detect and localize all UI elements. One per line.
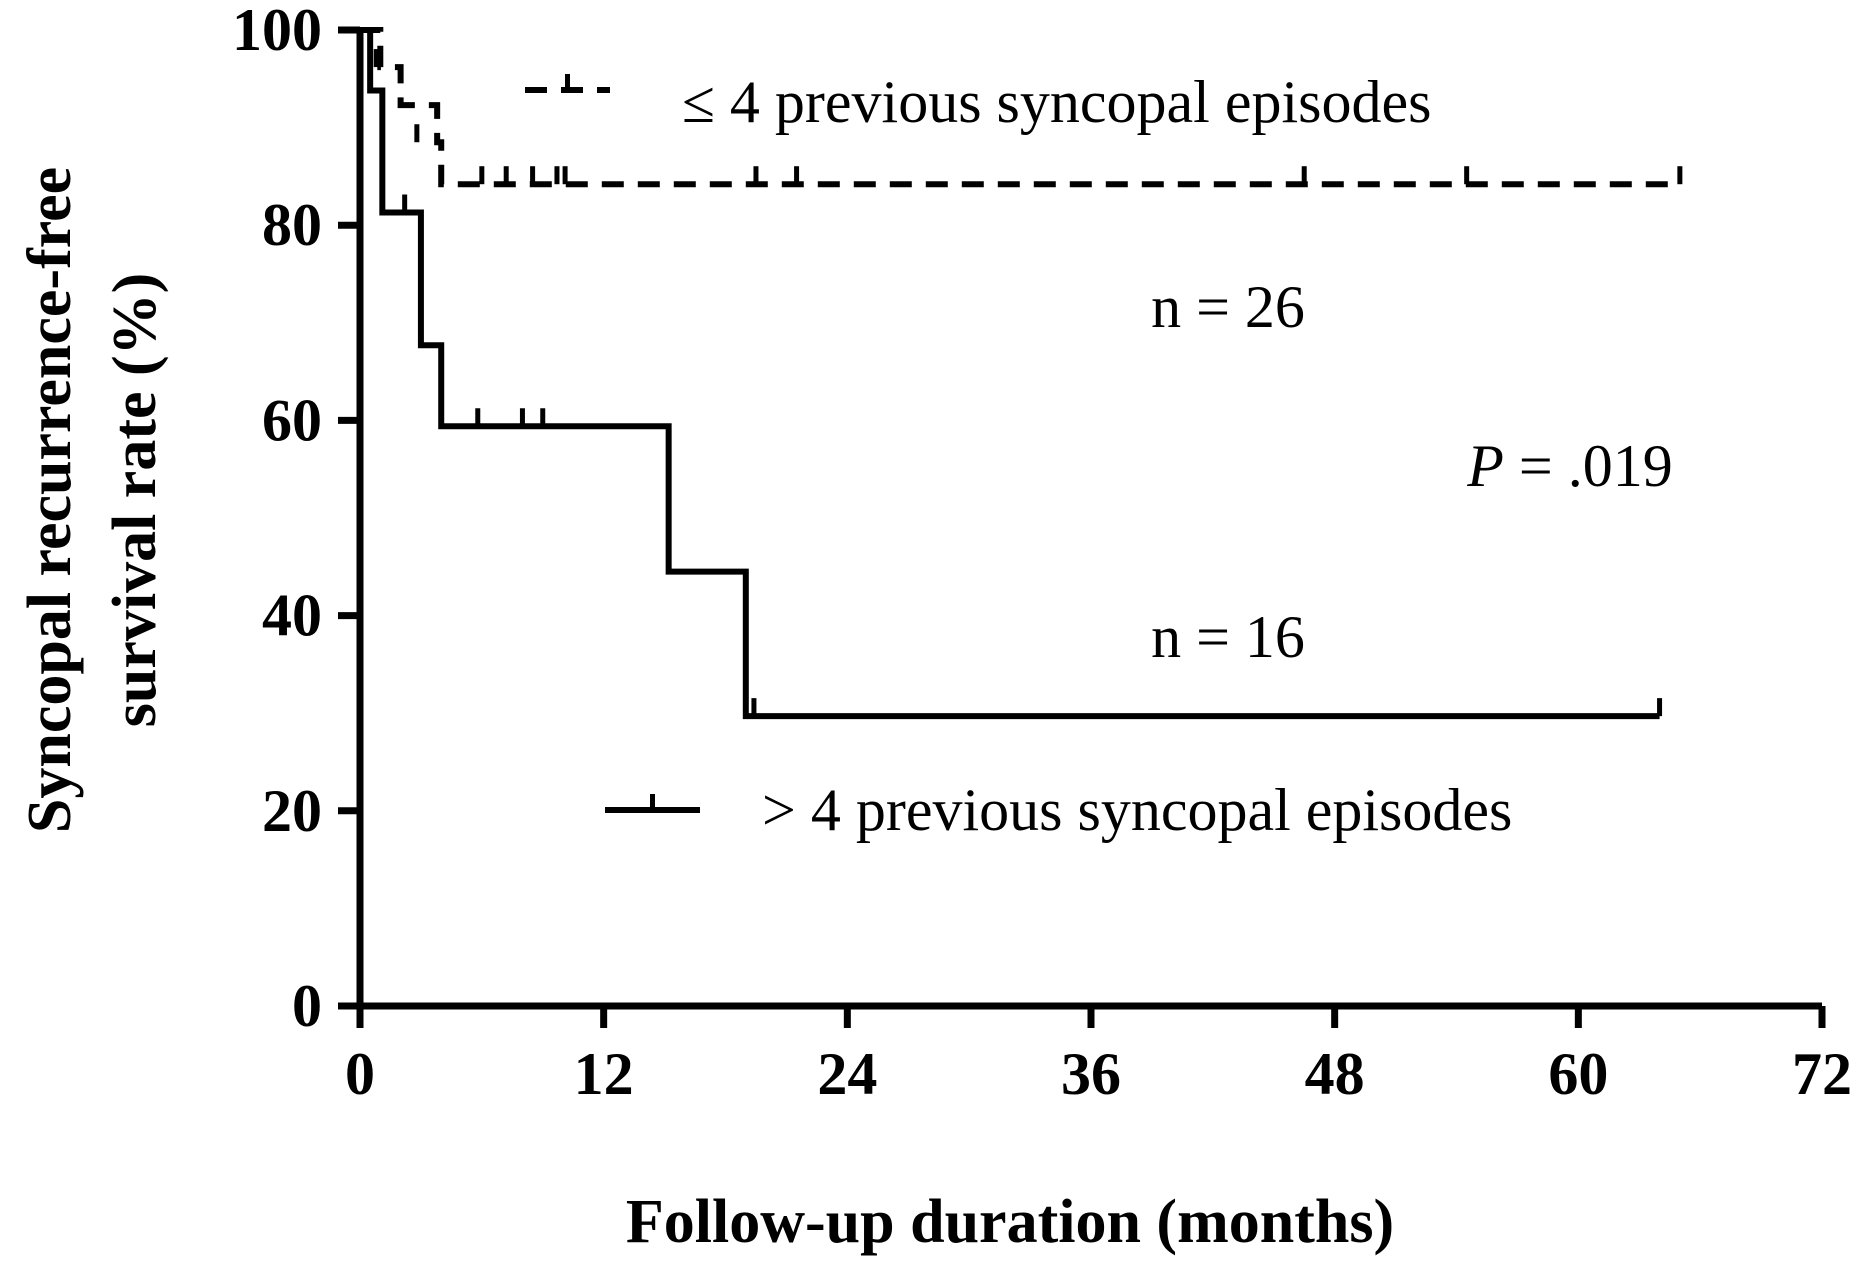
x-tick-label: 36 xyxy=(1061,1041,1121,1107)
legend-label-gt4: > 4 previous syncopal episodes xyxy=(762,777,1512,843)
n-label-gt4: n = 16 xyxy=(1151,604,1305,670)
y-tick-label: 100 xyxy=(232,0,322,63)
p-value: = .019 xyxy=(1504,433,1673,499)
legend-entry-gt4: > 4 previous syncopal episodes xyxy=(605,777,1512,843)
p-symbol: P xyxy=(1466,433,1504,499)
survival-curves xyxy=(360,27,1683,720)
y-tick-label: 0 xyxy=(292,973,322,1039)
x-tick-label: 12 xyxy=(574,1041,634,1107)
series-line-1 xyxy=(360,27,1660,720)
y-tick-label: 20 xyxy=(262,778,322,844)
y-tick-label: 40 xyxy=(262,583,322,649)
y-axis-title-line2: survival rate (%) xyxy=(101,273,169,728)
n-label-le4: n = 26 xyxy=(1151,274,1305,340)
y-tick-label: 80 xyxy=(262,192,322,258)
x-tick-label: 60 xyxy=(1548,1041,1608,1107)
legend: ≤ 4 previous syncopal episodes > 4 previ… xyxy=(525,69,1512,843)
x-tick-label: 72 xyxy=(1792,1041,1852,1107)
x-tick-label: 24 xyxy=(817,1041,877,1107)
x-tick-label: 0 xyxy=(345,1041,375,1107)
x-tick-label: 48 xyxy=(1305,1041,1365,1107)
y-axis-title-line1: Syncopal recurrence-free xyxy=(16,167,84,833)
series-line-0 xyxy=(360,27,1680,188)
legend-entry-le4: ≤ 4 previous syncopal episodes xyxy=(525,69,1431,135)
legend-label-le4: ≤ 4 previous syncopal episodes xyxy=(682,69,1431,135)
y-tick-label: 60 xyxy=(262,387,322,453)
axes: 0 12 24 36 48 60 72 0 20 40 60 80 100 xyxy=(232,0,1852,1107)
p-value-label: P = .019 xyxy=(1466,433,1673,499)
x-axis-title: Follow-up duration (months) xyxy=(626,1188,1394,1256)
